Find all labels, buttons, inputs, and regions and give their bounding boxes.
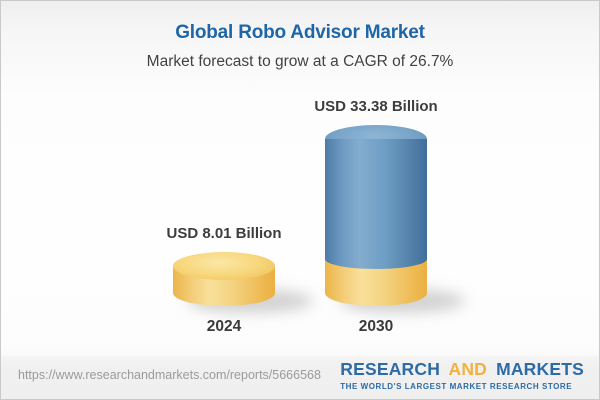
source-url: https://www.researchandmarkets.com/repor…: [18, 368, 321, 382]
logo-wordmark: RESEARCH AND MARKETS: [340, 359, 584, 380]
value-label-2024: USD 8.01 Billion: [166, 225, 282, 242]
logo-word-and: AND: [448, 359, 487, 379]
logo-tagline: THE WORLD'S LARGEST MARKET RESEARCH STOR…: [340, 382, 573, 391]
x-axis-label-2024: 2024: [206, 318, 242, 335]
chart-subtitle: Market forecast to grow at a CAGR of 26.…: [146, 53, 454, 70]
value-label-2030: USD 33.38 Billion: [314, 98, 438, 115]
logo-word-markets: MARKETS: [496, 359, 584, 379]
x-axis-label-2030: 2030: [358, 318, 394, 335]
bar-chart: USD 8.01 Billion USD 33.38 Billion 2024 …: [1, 1, 599, 357]
chart-title: Global Robo Advisor Market: [175, 22, 425, 43]
bar-2024-cylinder: [173, 252, 275, 306]
bar-2030-cylinder: [325, 125, 427, 306]
footer-bar: https://www.researchandmarkets.com/repor…: [1, 356, 599, 399]
bar-2024-top-ellipse: [173, 252, 275, 280]
logo-word-research: RESEARCH: [340, 359, 441, 379]
chart-header: Global Robo Advisor Market Market foreca…: [1, 1, 599, 71]
research-and-markets-logo: RESEARCH AND MARKETS THE WORLD'S LARGEST…: [340, 359, 584, 391]
bar-2030-body: [325, 139, 427, 269]
